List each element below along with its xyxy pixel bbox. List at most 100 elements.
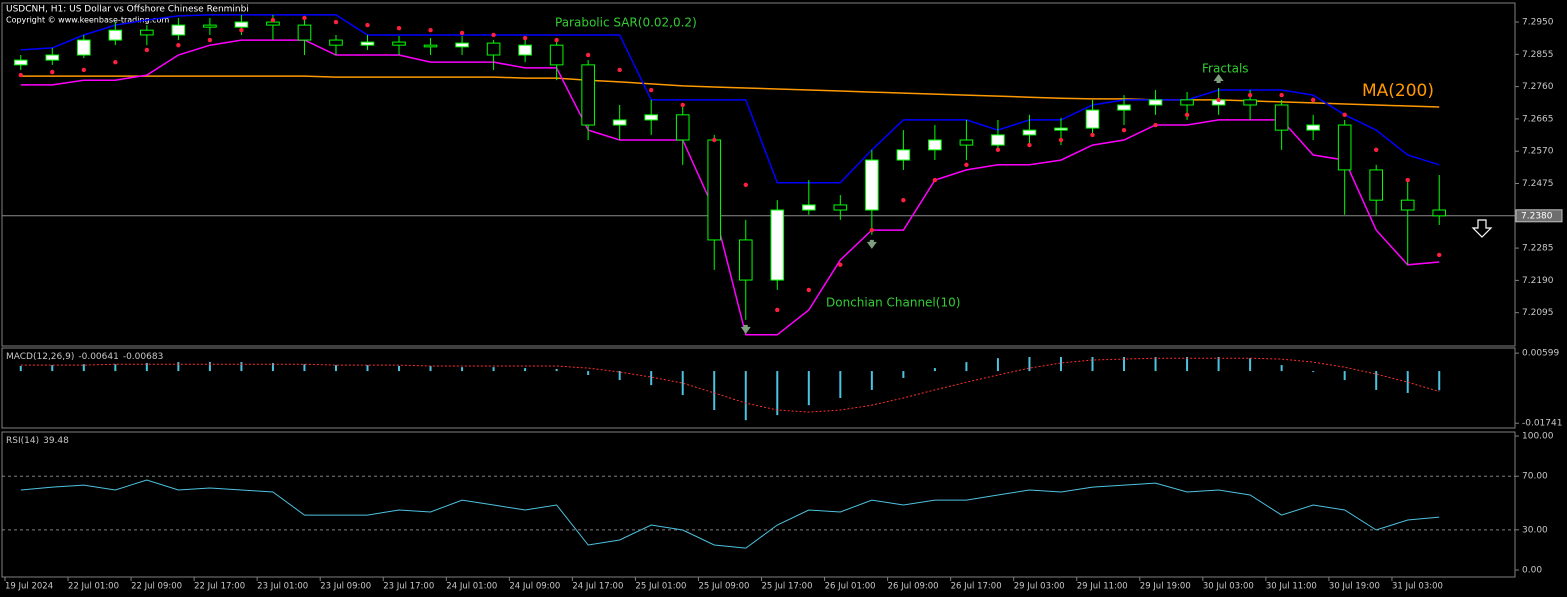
- sar-dot: [1090, 132, 1095, 138]
- candle-body: [1054, 127, 1068, 131]
- sar-dot: [365, 22, 370, 28]
- fractal-down: [740, 324, 751, 334]
- candle-body: [1369, 169, 1384, 201]
- sar-dot: [1342, 112, 1347, 118]
- rsi-panel-frame: [1, 431, 1516, 578]
- sar-dot: [712, 137, 717, 143]
- sar-dot: [838, 262, 843, 267]
- sar-dot: [932, 177, 938, 183]
- x-tick-label: 19 Jul 2024: [5, 582, 53, 592]
- sar-dot: [18, 72, 23, 78]
- candle-body: [1337, 124, 1352, 171]
- indicator-name: RSI(14): [6, 436, 39, 446]
- x-tick-label: 29 Jul 03:00: [1014, 582, 1065, 592]
- rsi-value: 39.48: [43, 436, 69, 446]
- y-tick-label: 7.2570: [1522, 147, 1554, 157]
- sar-dot: [239, 27, 244, 33]
- x-tick-label: 23 Jul 01:00: [257, 582, 308, 592]
- candle-body: [423, 44, 438, 48]
- candle-body: [802, 204, 816, 211]
- rsi-line: [20, 479, 1440, 549]
- candle-body: [329, 39, 343, 46]
- x-tick-label: 26 Jul 17:00: [951, 582, 1002, 592]
- x-tick-label: 26 Jul 01:00: [825, 582, 876, 592]
- candle-body: [140, 29, 154, 36]
- candle-body: [1117, 104, 1131, 111]
- ma-label: MA(200): [1362, 81, 1434, 101]
- donchian-lower: [20, 39, 1440, 336]
- x-tick-label: 29 Jul 19:00: [1140, 582, 1191, 592]
- sar-dot: [680, 102, 685, 108]
- main-panel-frame: [1, 2, 1516, 347]
- sar-dot: [522, 35, 528, 41]
- candle-body: [581, 64, 595, 126]
- y-tick-label: 70.00: [1522, 472, 1548, 482]
- sar-dot: [50, 69, 55, 75]
- candle-body: [360, 41, 375, 46]
- y-tick-label: 0.00: [1522, 566, 1542, 576]
- y-tick-label: 0.00599: [1522, 349, 1559, 359]
- candle-body: [1432, 209, 1447, 217]
- candle-body: [108, 29, 123, 41]
- sar-dot: [775, 307, 780, 313]
- candle-body: [1243, 99, 1257, 106]
- sar-dot: [1279, 92, 1284, 98]
- x-tick-label: 29 Jul 11:00: [1077, 582, 1128, 592]
- fractals-label: Fractals: [1202, 62, 1249, 76]
- candle-body: [928, 139, 942, 151]
- sell-signal-arrow: [1471, 219, 1493, 238]
- candle-body: [45, 54, 60, 61]
- x-tick-label: 23 Jul 17:00: [383, 582, 434, 592]
- candle-body: [77, 39, 91, 56]
- sar-dot: [1027, 142, 1032, 148]
- sar-dot: [1310, 97, 1316, 103]
- x-tick-label: 30 Jul 03:00: [1203, 582, 1254, 592]
- macd-value: -0.00641: [78, 352, 118, 362]
- candle-body: [833, 204, 848, 211]
- candle-body: [675, 114, 690, 141]
- y-tick-label: 30.00: [1522, 525, 1548, 535]
- candle-body: [518, 44, 532, 56]
- candle-body: [297, 24, 312, 41]
- candle-body: [486, 42, 501, 56]
- y-tick-label: 7.2950: [1522, 18, 1554, 28]
- sar-dot: [270, 17, 276, 23]
- sar-dot: [743, 182, 748, 188]
- chart-title: USDCNH, H1: US Dollar vs Offshore Chines…: [6, 5, 249, 15]
- sar-dot: [333, 19, 339, 25]
- x-tick-label: 24 Jul 09:00: [509, 582, 560, 592]
- sar-dot: [1121, 127, 1127, 133]
- sar-dot: [806, 287, 812, 293]
- sar-dot: [995, 147, 1001, 153]
- current-price-box: [1515, 209, 1563, 223]
- candle-body: [171, 24, 186, 36]
- sar-dot: [1153, 122, 1158, 128]
- sar-dot: [144, 47, 150, 53]
- x-tick-label: 30 Jul 19:00: [1329, 582, 1380, 592]
- y-tick-label: 7.2760: [1522, 82, 1554, 92]
- x-tick-label: 31 Jul 03:00: [1392, 582, 1443, 592]
- sar-dot: [491, 32, 496, 38]
- y-tick-label: 7.2475: [1522, 179, 1554, 189]
- fractal-down: [866, 239, 877, 249]
- sar-dot: [1247, 92, 1253, 98]
- sar-dot: [1058, 137, 1064, 143]
- macd-panel-frame: [1, 347, 1516, 429]
- sar-dot: [396, 25, 402, 31]
- y-tick-label: 7.2285: [1522, 244, 1554, 254]
- sar-dot: [81, 67, 87, 73]
- sar-dot: [585, 52, 591, 58]
- ma-line: [20, 75, 1440, 108]
- sar-label: Parabolic SAR(0.02,0.2): [555, 16, 697, 30]
- candle-body: [865, 159, 879, 211]
- current-price-label: 7.2380: [1521, 211, 1553, 221]
- candle-body: [234, 21, 249, 28]
- sar-dot: [869, 227, 875, 233]
- candle-body: [896, 149, 911, 161]
- candle-body: [612, 119, 627, 126]
- y-tick-label: 7.2665: [1522, 114, 1554, 124]
- donchian-label: Donchian Channel(10): [826, 296, 960, 310]
- sar-dot: [901, 197, 906, 203]
- candle-body: [707, 139, 722, 241]
